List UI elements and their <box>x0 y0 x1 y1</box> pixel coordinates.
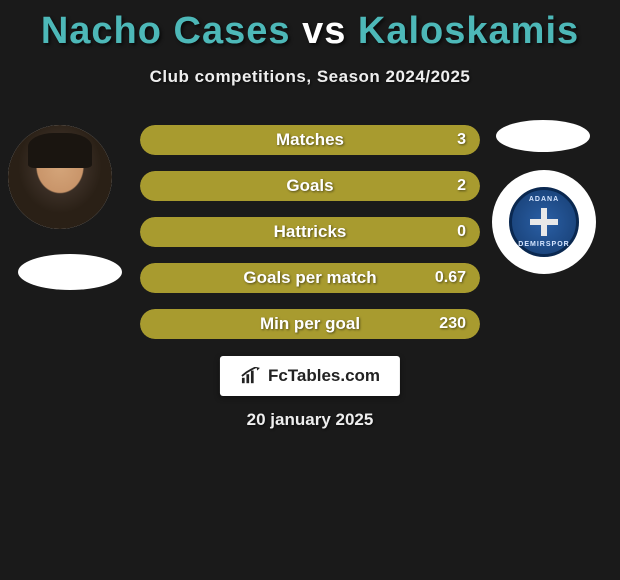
player1-face-icon <box>8 125 112 229</box>
stat-label: Hattricks <box>274 222 347 242</box>
badge-text-top: ADANA <box>529 196 559 203</box>
stat-label: Goals per match <box>243 268 376 288</box>
brand-text: FcTables.com <box>268 366 380 386</box>
brand-badge: FcTables.com <box>220 356 400 396</box>
stat-row: Matches 3 <box>140 125 480 155</box>
stat-row: Goals per match 0.67 <box>140 263 480 293</box>
stat-value-right: 0.67 <box>435 269 466 287</box>
stat-value-right: 0 <box>457 223 466 241</box>
vs-label: vs <box>302 10 346 52</box>
badge-text-bottom: DEMIRSPOR <box>518 241 569 248</box>
date-label: 20 january 2025 <box>247 410 374 430</box>
stat-label: Matches <box>276 130 344 150</box>
stat-row: Goals 2 <box>140 171 480 201</box>
stat-row: Min per goal 230 <box>140 309 480 339</box>
stat-value-right: 230 <box>439 315 466 333</box>
stat-row: Hattricks 0 <box>140 217 480 247</box>
page-title: Nacho Cases vs Kaloskamis <box>0 0 620 53</box>
subtitle: Club competitions, Season 2024/2025 <box>0 67 620 87</box>
stat-label: Min per goal <box>260 314 360 334</box>
player2-club-logo-top <box>496 120 590 152</box>
stat-value-right: 3 <box>457 131 466 149</box>
stat-value-right: 2 <box>457 177 466 195</box>
infographic-container: Nacho Cases vs Kaloskamis Club competiti… <box>0 0 620 580</box>
player2-avatar: ADANA DEMIRSPOR <box>492 170 596 274</box>
player1-avatar <box>8 125 112 229</box>
stat-label: Goals <box>286 176 333 196</box>
stats-panel: Matches 3 Goals 2 Hattricks 0 Goals per match 0… <box>140 125 480 355</box>
player1-club-logo <box>18 254 122 290</box>
club-badge-icon: ADANA DEMIRSPOR <box>509 187 579 257</box>
player2-name: Kaloskamis <box>358 10 579 52</box>
player1-name: Nacho Cases <box>41 10 291 52</box>
chart-icon <box>240 367 262 385</box>
